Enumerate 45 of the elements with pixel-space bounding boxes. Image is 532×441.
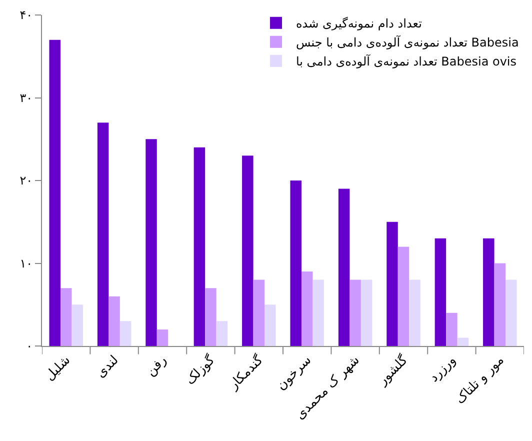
bar — [156, 329, 168, 346]
y-tick-label: ۱۰ — [20, 256, 33, 270]
bar — [290, 180, 302, 346]
y-tick-label: ۳۰ — [20, 90, 33, 105]
bar — [360, 280, 372, 346]
x-tick-label: گوزلک — [182, 352, 219, 388]
bar — [312, 280, 324, 346]
bar — [409, 280, 420, 346]
x-tick-label: گندمکار — [225, 352, 267, 394]
bar — [60, 288, 72, 346]
bar — [483, 238, 494, 346]
x-tick-label: شلیل — [42, 352, 74, 384]
bar — [216, 321, 228, 346]
bar — [49, 40, 60, 346]
y-tick-label: ۲۰ — [20, 174, 33, 188]
y-tick-label: ۰ — [26, 339, 33, 354]
bar — [386, 222, 398, 346]
x-tick-label: سرخون — [274, 352, 315, 394]
bar — [264, 304, 276, 346]
legend-label: تعداد نمونه‌ی آلوده‌ی دامی با جنس Babesia — [296, 34, 519, 50]
x-tick-label: گلشور — [374, 352, 412, 390]
bar — [146, 139, 157, 346]
y-tick-label: ۴۰ — [20, 8, 33, 22]
bar — [205, 288, 216, 346]
bar — [120, 321, 132, 346]
bar — [398, 246, 410, 346]
bar — [301, 272, 313, 346]
bar — [194, 147, 206, 346]
legend-label: تعداد دام نمونه‌گیری شده — [296, 16, 422, 31]
x-tick-label: رفن — [143, 352, 170, 380]
bar — [338, 188, 350, 346]
bar — [108, 296, 120, 346]
bar — [446, 312, 458, 346]
x-tick-label: لندی — [94, 352, 122, 382]
bar — [494, 263, 506, 346]
bar — [457, 338, 469, 346]
bar — [434, 238, 446, 346]
bar — [72, 304, 83, 346]
bar — [97, 122, 109, 346]
bar — [253, 280, 265, 346]
bar — [350, 280, 361, 346]
bar — [506, 280, 517, 346]
x-tick-label: ورزرد — [426, 352, 460, 386]
legend-label: تعداد نمونه‌ی آلوده‌ی دامی با Babesia ovis — [296, 54, 517, 69]
bar — [242, 156, 254, 346]
